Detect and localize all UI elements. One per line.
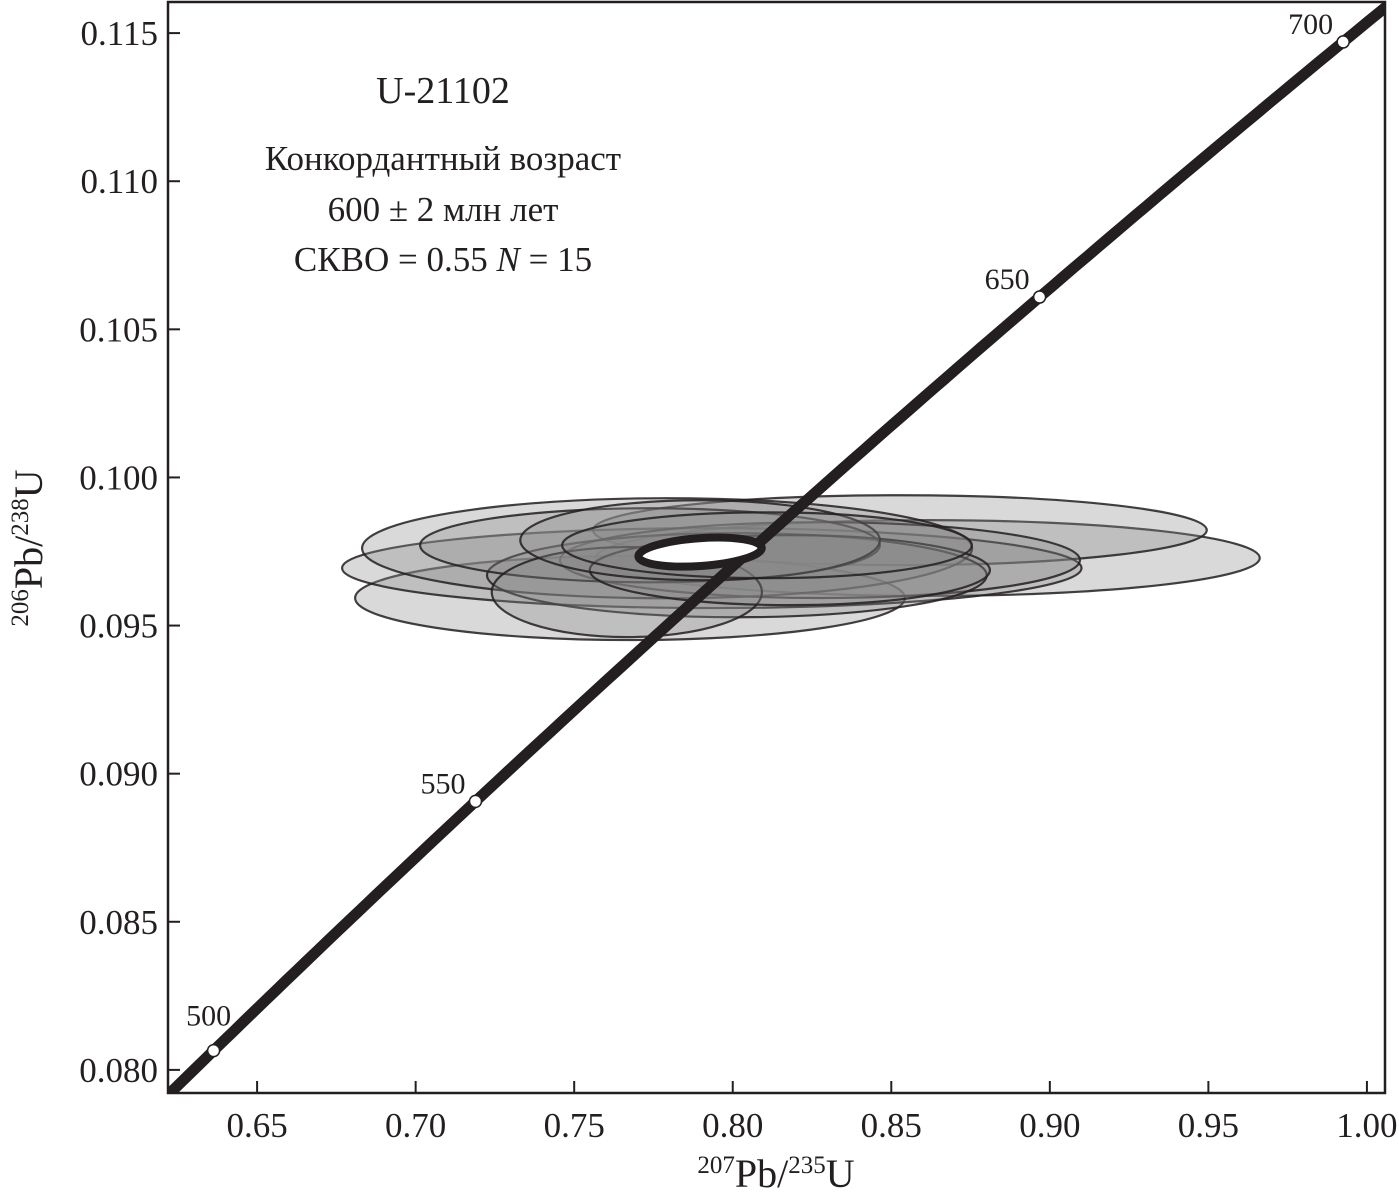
y-tick-label: 0.105 bbox=[79, 310, 158, 349]
x-tick-label: 0.65 bbox=[226, 1106, 287, 1145]
error-ellipse-12 bbox=[561, 511, 973, 580]
annotation-line-1: Конкордантный возраст bbox=[265, 139, 621, 178]
y-tick-label: 0.110 bbox=[81, 162, 158, 201]
age-marker-650 bbox=[1032, 290, 1047, 304]
age-label-650: 650 bbox=[985, 263, 1030, 296]
x-tick-label: 0.70 bbox=[385, 1106, 446, 1145]
age-label-550: 550 bbox=[420, 767, 465, 800]
concordia-curve bbox=[168, 2, 1385, 1093]
y-axis-label: 206Pb/238U bbox=[6, 469, 51, 626]
concordia-curve-group bbox=[168, 2, 1385, 1093]
y-tick-label: 0.090 bbox=[79, 755, 158, 794]
error-ellipses bbox=[340, 494, 1261, 642]
x-tick-label: 0.80 bbox=[702, 1106, 763, 1145]
x-tick-label: 0.85 bbox=[861, 1106, 922, 1145]
y-tick-label: 0.095 bbox=[79, 607, 158, 646]
n-symbol: N bbox=[495, 240, 521, 279]
age-marker-550 bbox=[468, 794, 483, 809]
x-tick-label: 0.75 bbox=[544, 1106, 605, 1145]
y-tick-label: 0.100 bbox=[79, 458, 158, 497]
x-tick-label: 0.90 bbox=[1019, 1106, 1080, 1145]
x-tick-label: 0.95 bbox=[1178, 1106, 1239, 1145]
annotation-line-2: 600 ± 2 млн лет bbox=[328, 190, 559, 229]
y-tick-label: 0.085 bbox=[79, 903, 158, 942]
age-label-500: 500 bbox=[186, 1000, 231, 1033]
y-tick-label: 0.115 bbox=[81, 14, 158, 53]
mswd-text: СКВО = 0.55 bbox=[294, 240, 497, 279]
age-marker-700 bbox=[1336, 35, 1350, 49]
age-label-700: 700 bbox=[1288, 8, 1333, 41]
x-axis-label: 207Pb/235U bbox=[697, 1151, 854, 1196]
x-tick-label: 1.00 bbox=[1336, 1106, 1397, 1145]
annotation-line-3: СКВО = 0.55 N = 15 bbox=[294, 240, 592, 279]
concordia-age-ellipse-group bbox=[634, 533, 766, 571]
age-marker-500 bbox=[206, 1043, 221, 1058]
concordia-age-ellipse bbox=[634, 533, 766, 571]
plot-frame bbox=[166, 0, 1387, 1095]
sample-label: U-21102 bbox=[376, 70, 510, 112]
y-tick-label: 0.080 bbox=[79, 1051, 158, 1090]
n-value: = 15 bbox=[520, 240, 592, 279]
axis-ticks: 0.65 0.70 0.75 0.80 0.85 0.90 0.95 1.00 0.080 0.0… bbox=[79, 14, 1397, 1145]
